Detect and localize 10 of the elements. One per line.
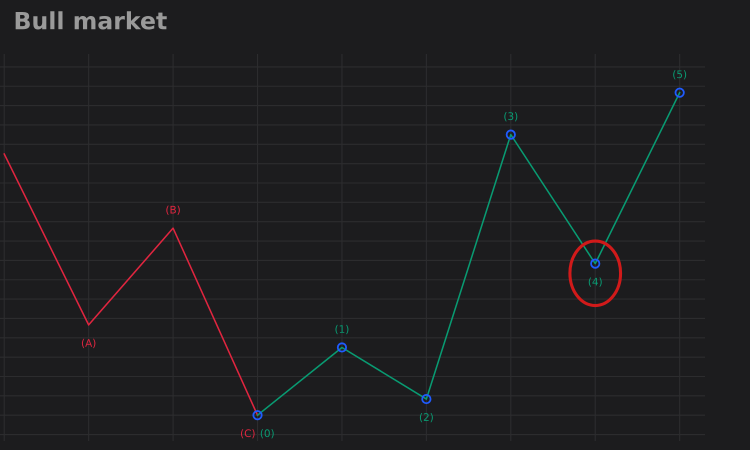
annotation: (0) <box>260 429 274 438</box>
x-tick-label: (A) <box>82 338 96 348</box>
x-tick-label: (1) <box>335 324 348 334</box>
x-tick-label: (5) <box>673 70 686 80</box>
x-tick-label: (2) <box>420 412 433 422</box>
x-tick-label: (3) <box>504 112 518 122</box>
chart-title: Bull market <box>16 11 167 30</box>
x-tick-label: (B) <box>166 206 180 215</box>
x-tick-label: (C) <box>240 429 255 438</box>
x-tick-label: (4) <box>588 278 602 287</box>
